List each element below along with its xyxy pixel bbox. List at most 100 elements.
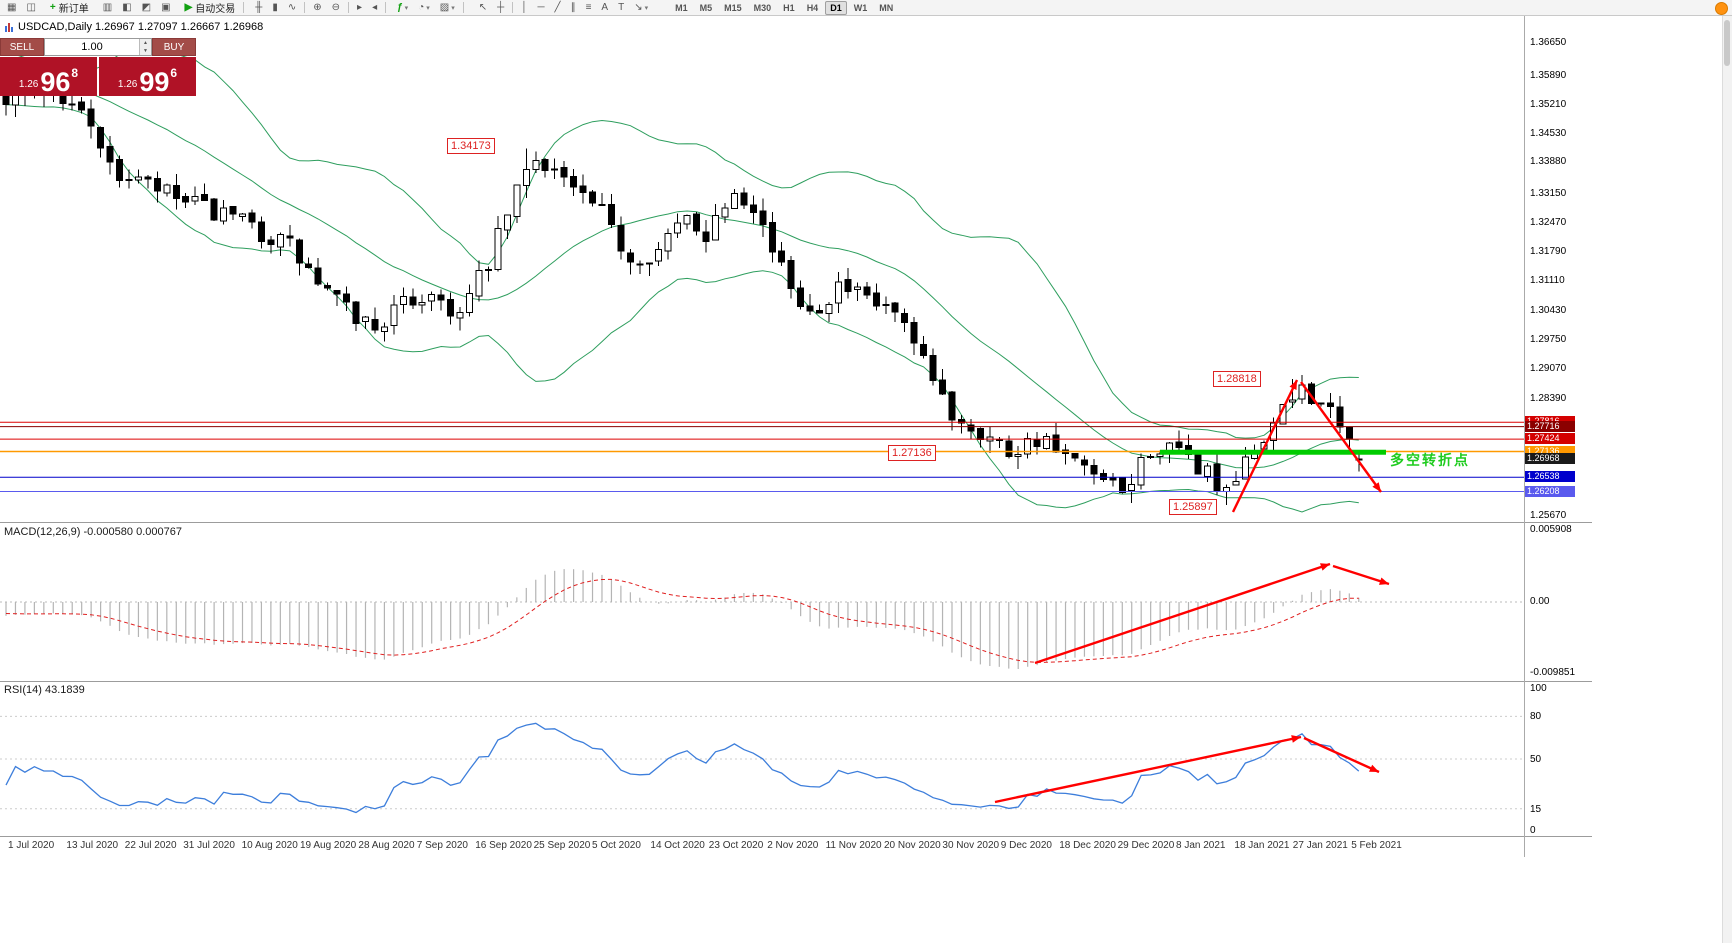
cursor-icon[interactable]: ↖ [475, 0, 491, 16]
text-icon[interactable]: T [614, 0, 628, 16]
date-label: 9 Dec 2020 [1000, 840, 1052, 851]
date-label: 8 Jan 2021 [1176, 840, 1226, 851]
channel-icon-glyph: ∥ [570, 1, 576, 13]
toolbar-separator [348, 2, 350, 13]
arrow-tool-icon[interactable]: ↘ ▾ [630, 0, 652, 16]
date-label: 14 Oct 2020 [650, 840, 705, 851]
macd-scale-zero: 0.00 [1530, 596, 1550, 607]
rsi-scale-label: 100 [1530, 683, 1547, 694]
chart-shift-icon[interactable]: ◂ [368, 0, 381, 16]
timeframe-m30[interactable]: M30 [753, 2, 772, 13]
date-axis[interactable]: 1 Jul 2020 13 Jul 2020 22 Jul 2020 31 Jul 2… [0, 838, 1524, 856]
indicators-icon-glyph: ƒ [397, 1, 403, 13]
dropdown-caret-icon[interactable]: ▾ [404, 4, 409, 12]
vertical-scrollbar[interactable] [1722, 16, 1732, 943]
date-label: 19 Aug 2020 [300, 840, 357, 851]
dropdown-caret-icon[interactable]: ▾ [644, 4, 649, 12]
volume-down-icon[interactable]: ▼ [140, 47, 151, 55]
price-scale-label: 1.28390 [1530, 392, 1567, 404]
zoom-out-icon[interactable]: ⊖ [328, 0, 344, 16]
indicators-icon[interactable]: ƒ ▾ [393, 0, 412, 16]
buy-button[interactable]: BUY [152, 38, 196, 56]
zoom-in-icon-glyph: ⊕ [313, 1, 322, 13]
date-label: 22 Jul 2020 [124, 840, 177, 851]
chart-profile-icon[interactable]: ◫ [22, 0, 39, 16]
periods-icon[interactable]: ◔ ▾ [414, 0, 434, 16]
fibonacci-icon[interactable]: ≡ [582, 0, 596, 16]
price-tag: 1.26208 [1525, 485, 1575, 497]
ask-price-big: 99 [139, 67, 170, 98]
price-annotation: 1.25897 [1169, 499, 1217, 515]
fibonacci-icon-glyph: ≡ [585, 1, 592, 13]
templates-icon[interactable]: ▨ ▾ [436, 0, 459, 16]
candlestick-chart-icon-glyph: ▮ [272, 1, 278, 13]
price-scale-label: 1.34530 [1530, 128, 1567, 140]
volume-field[interactable]: 1.00 ▲ ▼ [44, 38, 152, 56]
timeframe-h4[interactable]: H4 [806, 2, 819, 13]
auto-scroll-icon[interactable]: ▸ [353, 0, 366, 16]
timeframe-m1[interactable]: M1 [675, 2, 688, 13]
vertical-line-icon[interactable]: │ [517, 0, 531, 16]
zoom-out-icon-glyph: ⊖ [331, 1, 341, 13]
navigator-icon[interactable]: ◩ [138, 0, 155, 16]
pane-separator[interactable] [0, 522, 1592, 523]
pane-separator[interactable] [0, 681, 1592, 682]
scrollbar-thumb[interactable] [1724, 20, 1730, 66]
autotrade-button-label: 自动交易 [195, 4, 236, 15]
date-label: 1 Jul 2020 [8, 840, 55, 851]
market-watch-icon[interactable]: ▥ [99, 0, 116, 16]
autotrade-button[interactable]: ▶ 自动交易 [181, 0, 240, 16]
macd-pane-canvas[interactable] [0, 523, 1524, 681]
candlestick-chart-icon[interactable]: ▮ [268, 0, 282, 16]
volume-stepper[interactable]: ▲ ▼ [139, 39, 151, 55]
turning-point-label: 多空转折点 [1390, 452, 1470, 468]
periods-icon-glyph: ◔ [418, 1, 425, 13]
price-tag: 1.27424 [1525, 433, 1575, 445]
timeframe-m15[interactable]: M15 [724, 2, 742, 13]
volume-value[interactable]: 1.00 [81, 41, 103, 53]
price-scale-label: 1.29070 [1530, 363, 1567, 375]
rsi-scale-label: 0 [1530, 825, 1536, 836]
ask-price-prefix: 1.26 [117, 79, 138, 90]
date-label: 18 Jan 2021 [1234, 840, 1290, 851]
price-annotation: 1.28818 [1213, 371, 1261, 387]
toolbar-separator [243, 2, 245, 13]
trendline-icon[interactable]: ╱ [551, 0, 565, 16]
line-chart-icon[interactable]: ∿ [284, 0, 300, 16]
arrow-tool-icon-glyph: ↘ [634, 1, 643, 13]
timeframe-m5[interactable]: M5 [699, 2, 713, 13]
timeframe-mn[interactable]: MN [879, 2, 894, 13]
rsi-scale-label: 50 [1530, 754, 1542, 765]
timeframe-w1[interactable]: W1 [853, 2, 868, 13]
ask-price-panel[interactable]: 1.26 99 6 [99, 57, 196, 96]
data-window-icon[interactable]: ◧ [118, 0, 135, 16]
zoom-in-icon[interactable]: ⊕ [309, 0, 325, 16]
volume-up-icon[interactable]: ▲ [140, 39, 151, 47]
sell-button[interactable]: SELL [0, 38, 44, 56]
symbol-ohlc-text: USDCAD,Daily 1.26967 1.27097 1.26667 1.2… [18, 21, 264, 33]
dropdown-caret-icon[interactable]: ▾ [451, 4, 455, 12]
bid-price-pip: 8 [71, 66, 79, 80]
timeframe-h1[interactable]: H1 [783, 2, 795, 13]
channel-icon[interactable]: ∥ [567, 0, 580, 16]
price-scale-label: 1.29750 [1530, 333, 1567, 345]
price-chart-canvas[interactable] [0, 16, 1524, 522]
price-tag: 1.27136 [1525, 445, 1575, 457]
bid-price-panel[interactable]: 1.26 96 8 [0, 57, 97, 96]
date-label: 10 Aug 2020 [241, 840, 298, 851]
crosshair-icon[interactable]: ┼ [493, 0, 508, 16]
vertical-line-icon-glyph: │ [521, 1, 528, 13]
date-label: 13 Jul 2020 [66, 840, 119, 851]
chart-window-icon[interactable]: ▦ [3, 0, 20, 16]
rsi-pane-canvas[interactable] [0, 682, 1524, 836]
text-label-icon[interactable]: A [597, 0, 612, 16]
terminal-icon[interactable]: ▣ [157, 0, 174, 16]
ohlc-bars-icon[interactable]: ╫ [251, 0, 266, 16]
text-label-icon-glyph: A [601, 1, 609, 13]
dropdown-caret-icon[interactable]: ▾ [426, 4, 430, 12]
timeframe-d1[interactable]: D1 [825, 0, 847, 15]
new-order-button[interactable]: + 新订单 [46, 0, 93, 16]
notification-icon[interactable] [1715, 2, 1728, 15]
horizontal-line-icon[interactable]: ─ [533, 0, 548, 16]
terminal-icon-glyph: ▣ [161, 1, 171, 13]
